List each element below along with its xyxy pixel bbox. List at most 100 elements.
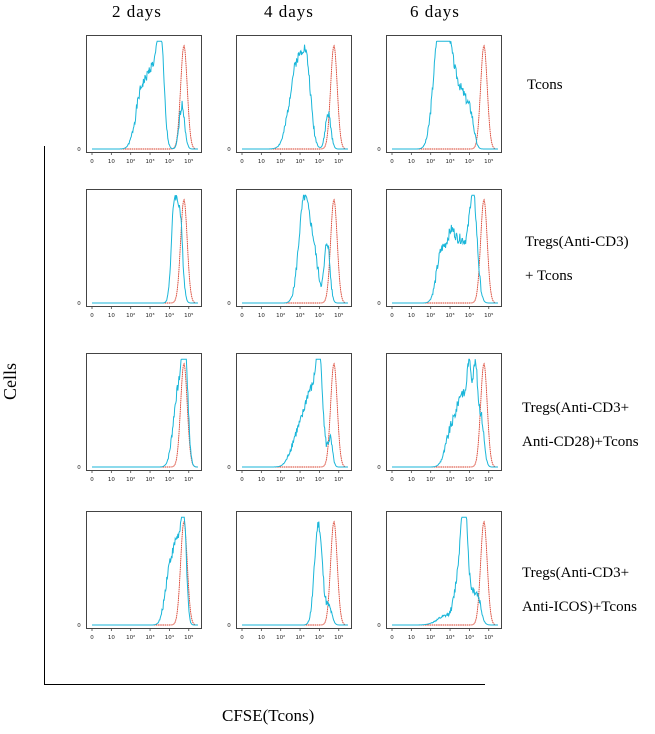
- x-tick-label: 10²: [426, 158, 435, 165]
- proliferating-histogram: [392, 358, 498, 468]
- y-tick-label: 0: [227, 623, 231, 629]
- x-tick-label: 10³: [145, 476, 154, 483]
- histogram-panel-anti-icos-2-days: 0 10 10² 10³ 10⁴ 10⁵ 0: [77, 511, 202, 641]
- x-tick-label: 10³: [145, 634, 154, 641]
- x-tick-label: 10⁵: [184, 312, 193, 319]
- y-tick-label: 0: [377, 147, 381, 153]
- panel-frame: [86, 353, 202, 471]
- histogram-panel-anti-cd28-6-days: 0 10 10² 10³ 10⁴ 10⁵ 0: [377, 353, 502, 483]
- y-axis-title: Cells: [0, 362, 20, 400]
- x-tick-label: 10³: [295, 634, 304, 641]
- x-tick-label: 10⁴: [315, 158, 325, 165]
- y-tick-label: 0: [377, 301, 381, 307]
- x-tick-label: 10⁴: [465, 312, 475, 319]
- column-title-2-days: 2 days: [112, 2, 162, 21]
- x-tick-label: 10⁴: [465, 158, 475, 165]
- x-tick-label: 10⁴: [165, 476, 175, 483]
- x-tick-label: 10: [108, 635, 115, 641]
- x-tick-label: 10²: [276, 476, 285, 483]
- row-label-anti-cd3: Tregs(Anti-CD3) + Tcons: [525, 234, 629, 284]
- panel-frame: [236, 189, 352, 307]
- x-tick-label: 10²: [426, 476, 435, 483]
- x-tick-label: 10: [408, 635, 415, 641]
- panel-frame: [386, 189, 502, 307]
- panel-frame: [86, 35, 202, 153]
- x-tick-label: 10⁵: [334, 476, 343, 483]
- panel-frame: [386, 511, 502, 629]
- x-tick-label: 0: [240, 477, 244, 483]
- y-tick-label: 0: [77, 623, 81, 629]
- proliferating-histogram: [392, 194, 498, 304]
- y-tick-label: 0: [227, 147, 231, 153]
- x-tick-label: 10⁴: [315, 634, 325, 641]
- x-tick-label: 10³: [295, 158, 304, 165]
- x-tick-label: 10²: [126, 476, 135, 483]
- x-tick-label: 10: [258, 635, 265, 641]
- x-tick-label: 10²: [126, 312, 135, 319]
- column-title-6-days: 6 days: [410, 2, 460, 21]
- histogram-panel-tcons-4-days: 0 10 10² 10³ 10⁴ 10⁵ 0: [227, 35, 352, 165]
- column-title-4-days: 4 days: [264, 2, 314, 21]
- x-tick-label: 10: [408, 477, 415, 483]
- x-axis-title: CFSE(Tcons): [222, 706, 315, 725]
- proliferating-histogram: [242, 44, 348, 150]
- x-tick-label: 10²: [276, 158, 285, 165]
- x-tick-label: 10⁴: [465, 634, 475, 641]
- panel-frame: [236, 511, 352, 629]
- x-tick-label: 0: [240, 313, 244, 319]
- x-tick-label: 10³: [445, 634, 454, 641]
- panel-frame: [236, 353, 352, 471]
- y-tick-label: 0: [77, 301, 81, 307]
- histogram-panel-anti-icos-6-days: 0 10 10² 10³ 10⁴ 10⁵ 0: [377, 511, 502, 641]
- x-tick-label: 10²: [276, 634, 285, 641]
- x-tick-label: 10⁵: [484, 158, 493, 165]
- x-tick-label: 10²: [426, 312, 435, 319]
- x-tick-label: 10⁴: [465, 476, 475, 483]
- histogram-panel-tcons-6-days: 0 10 10² 10³ 10⁴ 10⁵ 0: [377, 35, 502, 165]
- histogram-panel-anti-cd28-2-days: 0 10 10² 10³ 10⁴ 10⁵ 0: [77, 353, 202, 483]
- y-tick-label: 0: [377, 623, 381, 629]
- proliferating-histogram: [92, 516, 198, 626]
- x-tick-label: 10³: [145, 312, 154, 319]
- row-label-tcons: Tcons: [527, 77, 563, 93]
- proliferating-histogram: [242, 521, 348, 626]
- histogram-panel-anti-cd3-4-days: 0 10 10² 10³ 10⁴ 10⁵ 0: [227, 189, 352, 319]
- x-tick-label: 10³: [295, 312, 304, 319]
- x-tick-label: 10³: [445, 476, 454, 483]
- x-tick-label: 10⁵: [484, 476, 493, 483]
- row-label-anti-icos: Tregs(Anti-CD3+ Anti-ICOS)+Tcons: [522, 565, 637, 615]
- x-tick-label: 10: [108, 159, 115, 165]
- x-tick-label: 10: [258, 159, 265, 165]
- x-tick-label: 10²: [276, 312, 285, 319]
- y-tick-label: 0: [227, 465, 231, 471]
- proliferating-histogram: [92, 40, 198, 150]
- y-tick-label: 0: [227, 301, 231, 307]
- histogram-panel-anti-cd3-2-days: 0 10 10² 10³ 10⁴ 10⁵ 0: [77, 189, 202, 319]
- x-tick-label: 10: [258, 313, 265, 319]
- x-tick-label: 10⁵: [184, 634, 193, 641]
- x-tick-label: 10³: [445, 312, 454, 319]
- x-tick-label: 10⁵: [484, 634, 493, 641]
- panel-frame: [86, 189, 202, 307]
- x-tick-label: 10⁵: [334, 634, 343, 641]
- x-tick-label: 10⁴: [315, 476, 325, 483]
- panel-frame: [236, 35, 352, 153]
- y-tick-label: 0: [377, 465, 381, 471]
- row-label-anti-cd28: Tregs(Anti-CD3+ Anti-CD28)+Tcons: [522, 400, 639, 450]
- x-tick-label: 10: [408, 313, 415, 319]
- proliferating-histogram: [242, 194, 348, 304]
- x-tick-label: 10³: [145, 158, 154, 165]
- x-tick-label: 10: [408, 159, 415, 165]
- x-tick-label: 0: [90, 313, 94, 319]
- x-tick-label: 10³: [295, 476, 304, 483]
- panel-frame: [386, 35, 502, 153]
- x-tick-label: 10⁵: [484, 312, 493, 319]
- x-tick-label: 0: [90, 635, 94, 641]
- histogram-panel-anti-cd28-4-days: 0 10 10² 10³ 10⁴ 10⁵ 0: [227, 353, 352, 483]
- x-tick-label: 0: [390, 477, 394, 483]
- x-tick-label: 10⁴: [165, 158, 175, 165]
- panel-frame: [86, 511, 202, 629]
- proliferating-histogram: [92, 358, 199, 468]
- x-tick-label: 0: [390, 159, 394, 165]
- x-tick-label: 10⁴: [165, 634, 175, 641]
